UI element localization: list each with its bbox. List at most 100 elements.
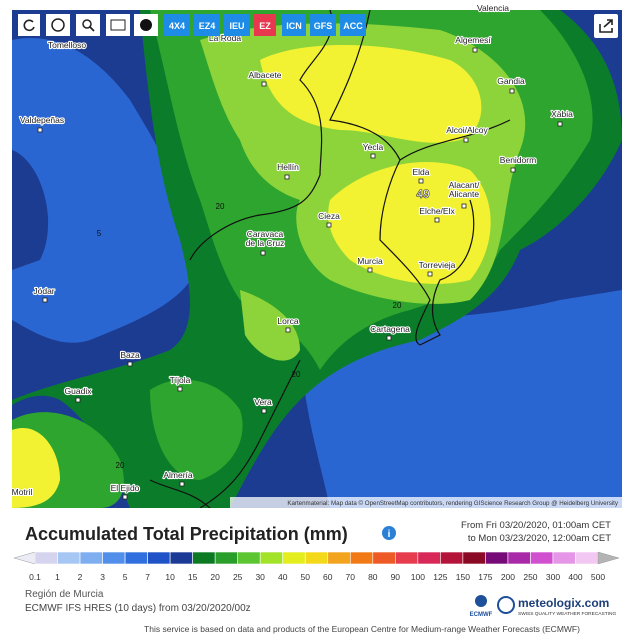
place-label: Elche/Elx: [419, 206, 455, 216]
scale-swatch: [124, 551, 148, 565]
map-attribution[interactable]: Kartenmaterial: Map data © OpenStreetMap…: [287, 500, 619, 507]
place-label: Elda: [412, 167, 429, 177]
place-label: Benidorm: [500, 155, 536, 165]
place-label: de la Cruz: [246, 238, 285, 248]
refresh-button[interactable]: [18, 14, 40, 36]
place-dot: [370, 153, 376, 159]
place-dot: [386, 335, 392, 341]
model-button-label: 4X4: [169, 21, 185, 31]
place-dot: [285, 327, 291, 333]
scale-label: 500: [591, 572, 605, 582]
place-label: Valdepeñas: [20, 115, 64, 125]
brand-logo-mark: [497, 596, 515, 614]
scale-label: 300: [546, 572, 560, 582]
globe-button[interactable]: [46, 14, 70, 36]
brand-tagline: SWISS QUALITY WEATHER FORECASTING: [518, 611, 616, 617]
place-label: Yecla: [363, 142, 384, 152]
model-button[interactable]: [282, 14, 306, 36]
scale-swatch: [417, 551, 441, 565]
scale-label: 90: [391, 572, 401, 582]
place-dot: [75, 397, 81, 403]
place-dot: [177, 386, 183, 392]
scale-swatch: [192, 551, 216, 565]
place-dot: [260, 250, 266, 256]
scale-label: 2: [78, 572, 83, 582]
scale-label: 175: [478, 572, 492, 582]
scale-label: 30: [255, 572, 265, 582]
scale-swatch: [79, 551, 103, 565]
place-label: Cartagena: [370, 324, 410, 334]
place-label: Guadix: [65, 386, 93, 396]
maximum-label: 49: [416, 187, 430, 201]
scale-label: 40: [278, 572, 288, 582]
cities-icon: [110, 19, 126, 31]
place-label: Cieza: [318, 211, 340, 221]
model-button-label: IEU: [229, 21, 244, 31]
scale-label: 0.1: [29, 572, 41, 582]
scale-label: 7: [145, 572, 150, 582]
model-button[interactable]: [164, 14, 190, 36]
refresh-icon: [23, 19, 35, 32]
contour-label: 20: [393, 301, 402, 310]
scale-swatch: [327, 551, 351, 565]
scale-swatch: [485, 551, 509, 565]
ecmwf-logo: ECMWF: [470, 612, 493, 618]
place-label: Tomelloso: [48, 40, 87, 50]
zoom-icon: [82, 19, 92, 29]
contour-label: 5: [97, 229, 102, 238]
scale-label: 1: [55, 572, 60, 582]
scale-label: 400: [568, 572, 582, 582]
scale-swatch: [259, 551, 284, 565]
scale-label: 70: [346, 572, 356, 582]
precipitation-map[interactable]: [12, 10, 622, 508]
contour-label: 20: [292, 370, 301, 379]
place-label: Alcoi/Alcoy: [446, 125, 488, 135]
place-dot: [510, 167, 516, 173]
place-label: Valencia: [477, 3, 509, 13]
scale-label: 60: [323, 572, 333, 582]
model-button[interactable]: [340, 14, 366, 36]
contour-label: 20: [116, 461, 125, 470]
place-label: Alicante: [449, 189, 480, 199]
place-label: Murcia: [357, 256, 383, 266]
color-scale: 0.1 1 2 3 5 7 10 15 20 25 30 40 50 60 70 80 90 100 125 150 1…: [13, 551, 620, 582]
model-button[interactable]: [254, 14, 276, 36]
model-button-label: ICN: [286, 21, 302, 31]
scale-swatch: [169, 551, 193, 565]
place-dot: [261, 408, 267, 414]
cities-button[interactable]: [106, 14, 130, 36]
place-label: Vera: [254, 397, 272, 407]
share-icon: [599, 19, 613, 33]
scale-label: 10: [165, 572, 175, 582]
model-button[interactable]: [194, 14, 220, 36]
model-info: ECMWF IFS HRES (10 days) from 03/20/2020…: [25, 603, 251, 614]
info-button[interactable]: [382, 526, 396, 540]
place-dot: [463, 137, 469, 143]
scale-swatch: [575, 551, 599, 565]
place-dot: [472, 47, 478, 53]
brand-name: meteologix.com: [518, 596, 609, 610]
place-label: Tíjola: [170, 375, 191, 385]
model-button-label: EZ4: [199, 21, 216, 31]
contour-labels: 20 20 20 20 5: [97, 202, 402, 470]
model-button[interactable]: [224, 14, 250, 36]
place-label: Lorca: [277, 316, 299, 326]
scale-swatch: [34, 551, 58, 565]
scale-label: 125: [433, 572, 447, 582]
model-button-label: ACC: [343, 21, 363, 31]
model-button[interactable]: [310, 14, 336, 36]
scale-swatch: [462, 551, 486, 565]
scale-label: 80: [368, 572, 378, 582]
place-dot: [37, 127, 43, 133]
place-dot: [367, 267, 373, 273]
scale-swatch: [507, 551, 531, 565]
region-name: Región de Murcia: [25, 589, 104, 600]
place-label: Torrevieja: [419, 260, 456, 270]
scale-label: 50: [301, 572, 311, 582]
model-button-label: GFS: [314, 21, 333, 31]
marker-icon: [140, 19, 152, 31]
zoom-button[interactable]: [76, 14, 100, 36]
scale-label: 15: [188, 572, 198, 582]
